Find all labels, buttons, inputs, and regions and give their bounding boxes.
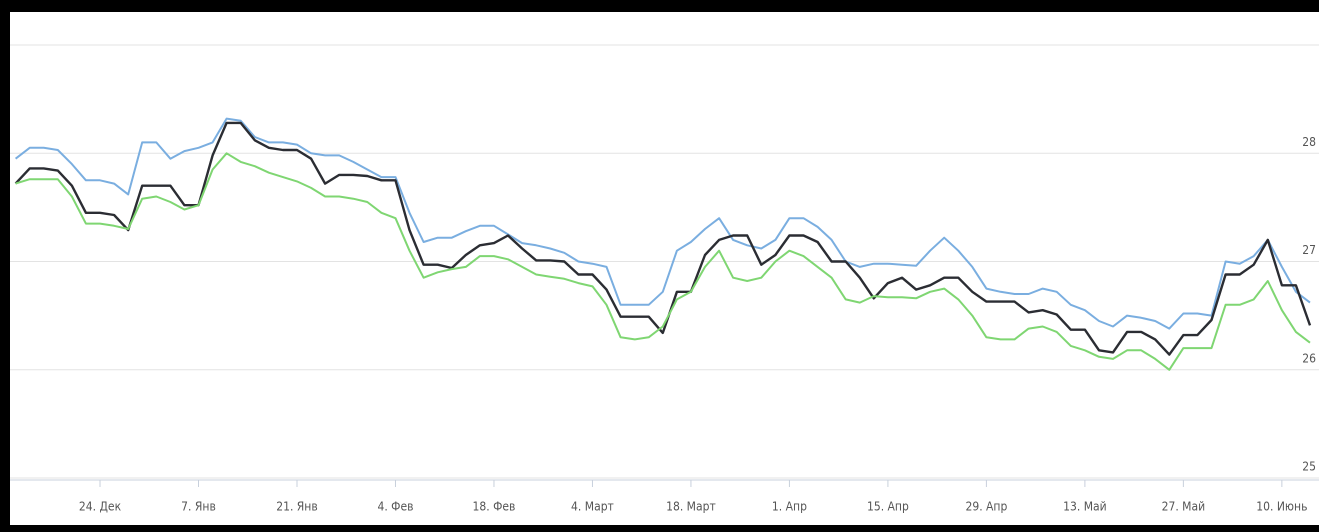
- frame-left: [0, 0, 10, 532]
- x-tick-label: 7. Янв: [181, 500, 216, 514]
- y-tick-label: 28: [1302, 135, 1316, 149]
- frame-bottom: [0, 525, 1319, 532]
- x-tick-label: 24. Дек: [79, 500, 122, 514]
- x-tick-label: 18. Март: [666, 500, 716, 514]
- x-tick-label: 4. Фев: [377, 500, 413, 514]
- x-tick-label: 18. Фев: [473, 500, 516, 514]
- frame-top: [0, 0, 1319, 12]
- x-tick-label: 13. Май: [1063, 500, 1107, 514]
- x-tick-label: 21. Янв: [276, 500, 318, 514]
- y-tick-label: 25: [1302, 460, 1316, 474]
- x-tick-label: 1. Апр: [772, 500, 807, 514]
- line-series: [14, 121, 1312, 356]
- x-tick-label: 15. Апр: [867, 500, 909, 514]
- x-tick-label: 27. Май: [1162, 500, 1206, 514]
- x-tick-label: 10. Июнь: [1256, 500, 1307, 514]
- line-series: [15, 152, 1311, 371]
- x-tick-label: 4. Март: [571, 500, 614, 514]
- y-tick-label: 27: [1302, 243, 1316, 257]
- x-tick-label: 29. Апр: [965, 500, 1007, 514]
- y-tick-label: 26: [1302, 351, 1316, 365]
- line-series: [14, 117, 1311, 330]
